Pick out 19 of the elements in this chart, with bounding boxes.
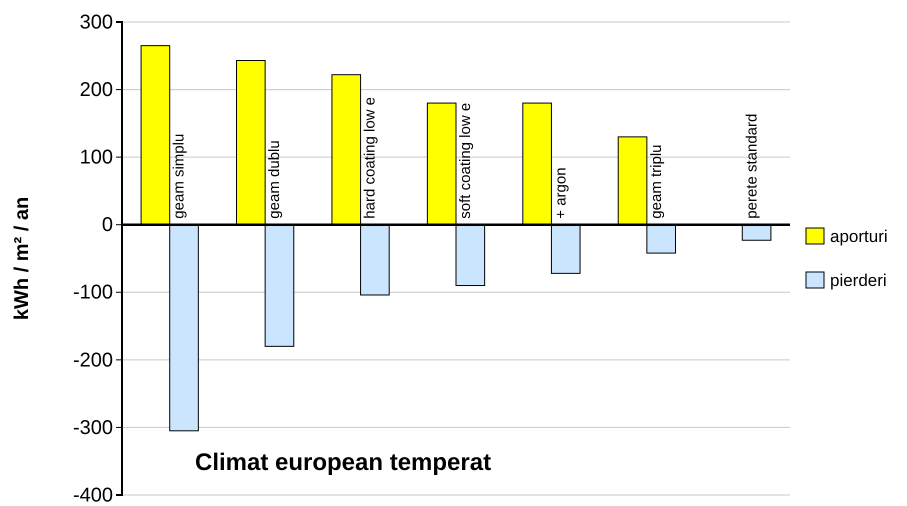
y-tick-label: 0	[102, 214, 113, 236]
x-tick-label: hard coating low e	[362, 96, 379, 219]
y-tick-label: -200	[72, 349, 113, 372]
y-tick-label: -100	[72, 282, 113, 304]
x-tick-label: geam dublu	[266, 140, 284, 219]
text: Climat european temperat	[195, 449, 492, 476]
legend-label: aporturi	[830, 227, 888, 246]
y-tick-label: 200	[80, 78, 113, 101]
y-tick-label: 100	[80, 146, 113, 169]
x-tick-label: geam simplu	[170, 134, 188, 219]
x-tick-label: perete standard	[743, 114, 760, 219]
y-tick-label: 300	[80, 11, 113, 34]
y-tick-label: -400	[72, 484, 113, 506]
x-tick-label: soft coating low e	[457, 102, 474, 219]
y-tick-label: -300	[72, 416, 113, 439]
y-axis-title: kWh / m² / an	[11, 196, 33, 320]
x-tick-label: + argon	[552, 167, 570, 219]
legend-label: pierderi	[830, 271, 887, 290]
x-tick-label: geam triplu	[648, 144, 665, 219]
